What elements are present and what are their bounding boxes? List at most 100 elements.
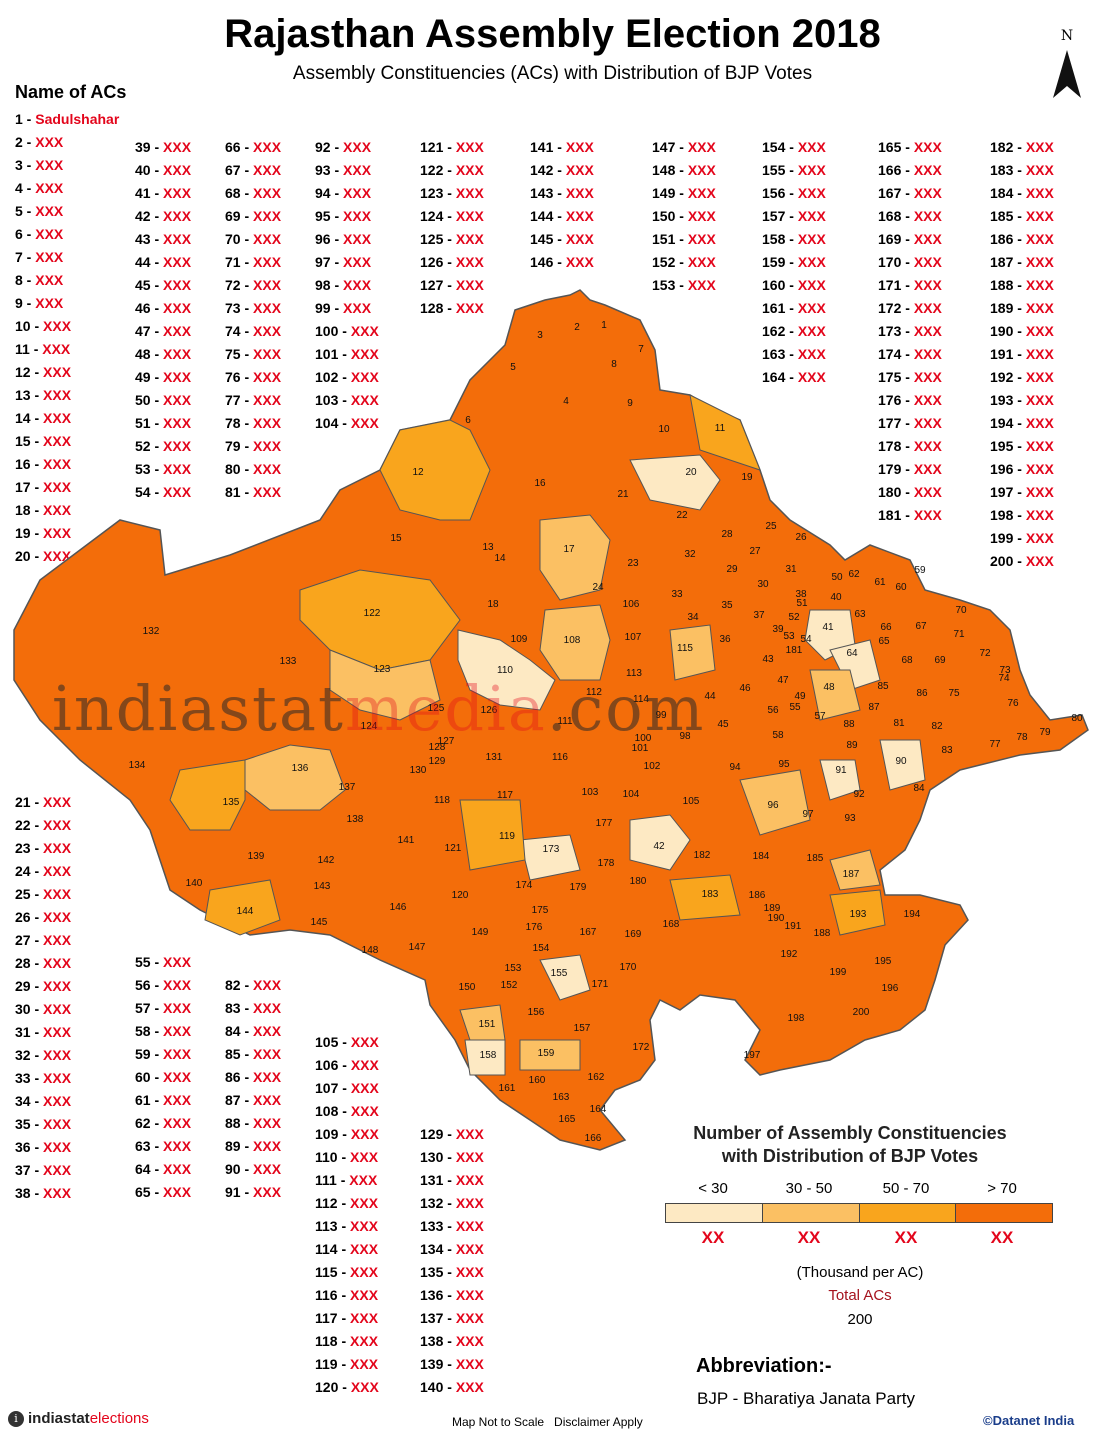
ac-name: XXX (343, 162, 372, 178)
ac-number: 136 - (420, 1287, 456, 1303)
map-constituency-label: 11 (715, 423, 726, 434)
map-constituency-label: 36 (719, 634, 731, 645)
ac-number: 100 - (315, 323, 351, 339)
map-constituency-label: 72 (979, 648, 991, 659)
ac-list-item: 163 - XXX (762, 345, 826, 363)
ac-name: XXX (913, 346, 942, 362)
total-acs-label: Total ACs (828, 1287, 892, 1304)
map-constituency-label: 19 (741, 472, 753, 483)
ac-list-item: 178 - XXX (878, 437, 942, 455)
ac-list-item: 134 - XXX (420, 1240, 484, 1258)
ac-name: XXX (350, 1103, 379, 1119)
ac-number: 120 - (315, 1379, 351, 1395)
map-constituency-label: 47 (777, 675, 789, 686)
ac-name: XXX (913, 369, 942, 385)
map-constituency-label: 131 (486, 752, 503, 763)
ac-list-item: 186 - XXX (990, 230, 1054, 248)
watermark-brand: indiastat (52, 672, 345, 745)
ac-list-item: 63 - XXX (135, 1137, 191, 1155)
map-constituency-label: 172 (633, 1042, 650, 1053)
map-constituency-label: 61 (874, 577, 886, 588)
ac-number: 67 - (225, 162, 254, 178)
map-constituency-label: 199 (830, 967, 847, 978)
ac-list-item: 38 - XXX (15, 1184, 71, 1202)
ac-number: 20 - (15, 548, 44, 564)
ac-name: XXX (455, 208, 484, 224)
ac-list-item: 126 - XXX (420, 253, 484, 271)
ac-number: 187 - (990, 254, 1026, 270)
ac-name: XXX (35, 157, 64, 173)
region-ac-110 (457, 629, 556, 711)
ac-list-item: 17 - XXX (15, 478, 71, 496)
ac-number: 191 - (990, 346, 1026, 362)
region-ac-90 (879, 739, 926, 791)
ac-number: 148 - (652, 162, 688, 178)
ac-list-item: 120 - XXX (315, 1378, 379, 1396)
ac-number: 108 - (315, 1103, 351, 1119)
ac-number: 181 - (878, 507, 914, 523)
map-constituency-label: 123 (374, 664, 391, 675)
map-constituency-label: 83 (941, 745, 953, 756)
ac-name: XXX (350, 1264, 379, 1280)
legend-range-2: 30 - 50 (785, 1180, 833, 1197)
ac-name: XXX (687, 185, 716, 201)
ac-name: XXX (797, 139, 826, 155)
ac-name: XXX (253, 1184, 282, 1200)
ac-list-item: 169 - XXX (878, 230, 942, 248)
ac-number: 77 - (225, 392, 254, 408)
map-constituency-label: 119 (499, 831, 515, 842)
ac-list-item: 200 - XXX (990, 552, 1054, 570)
ac-list-item: 11 - XXX (15, 340, 70, 358)
ac-number: 164 - (762, 369, 798, 385)
map-constituency-label: 91 (835, 765, 847, 776)
map-constituency-label: 128 (429, 742, 446, 753)
map-constituency-label: 173 (543, 844, 560, 855)
map-constituency-label: 60 (895, 582, 907, 593)
map-constituency-label: 50 (831, 572, 843, 583)
map-constituency-label: 114 (633, 694, 649, 705)
ac-number: 137 - (420, 1310, 456, 1326)
ac-number: 141 - (530, 139, 566, 155)
map-constituency-label: 106 (623, 599, 640, 610)
map-constituency-label: 137 (339, 782, 356, 793)
ac-name: XXX (343, 254, 372, 270)
map-constituency-label: 200 (853, 1007, 870, 1018)
footer-logo: i indiastat elections (8, 1410, 149, 1427)
ac-name: XXX (253, 1069, 282, 1085)
region-ac-11 (689, 394, 761, 471)
region-ac-151 (459, 1004, 506, 1041)
ac-number: 155 - (762, 162, 798, 178)
map-constituency-label: 122 (364, 608, 381, 619)
map-constituency-label: 165 (559, 1114, 576, 1125)
map-constituency-label: 156 (528, 1007, 545, 1018)
ac-name: XXX (253, 162, 282, 178)
ac-name: XXX (163, 1069, 192, 1085)
ac-number: 97 - (315, 254, 344, 270)
watermark-suffix: media (344, 672, 547, 745)
map-constituency-label: 149 (472, 927, 489, 938)
ac-number: 179 - (878, 461, 914, 477)
ac-list-item: 62 - XXX (135, 1114, 191, 1132)
map-constituency-label: 134 (129, 760, 146, 771)
ac-name: XXX (253, 208, 282, 224)
map-constituency-label: 197 (744, 1050, 761, 1061)
ac-number: 200 - (990, 553, 1026, 569)
ac-list-item: 155 - XXX (762, 161, 826, 179)
ac-list-item: 98 - XXX (315, 276, 371, 294)
ac-number: 109 - (315, 1126, 351, 1142)
ac-name: XXX (455, 185, 484, 201)
ac-name: XXX (163, 977, 192, 993)
ac-number: 133 - (420, 1218, 456, 1234)
legend-title: Number of Assembly Constituencies with D… (640, 1122, 1060, 1168)
ac-list-item: 39 - XXX (135, 138, 191, 156)
ac-list-item: 194 - XXX (990, 414, 1054, 432)
ac-number: 13 - (15, 387, 44, 403)
map-constituency-label: 48 (823, 682, 835, 693)
ac-name: XXX (163, 346, 192, 362)
ac-number: 143 - (530, 185, 566, 201)
ac-list-item: 99 - XXX (315, 299, 371, 317)
ac-number: 50 - (135, 392, 164, 408)
map-constituency-label: 178 (598, 858, 615, 869)
ac-list-item: 188 - XXX (990, 276, 1054, 294)
ac-number: 160 - (762, 277, 798, 293)
